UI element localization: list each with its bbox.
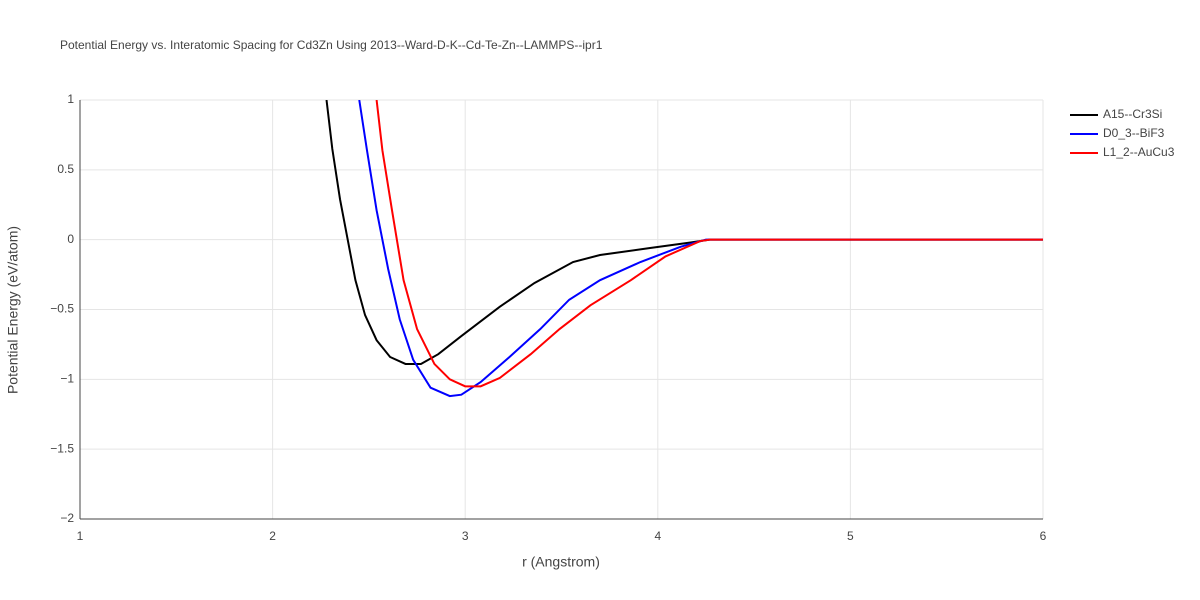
x-tick-label: 6 bbox=[1040, 529, 1047, 543]
x-tick-label: 5 bbox=[847, 529, 854, 543]
x-tick-label: 4 bbox=[654, 529, 661, 543]
series-line bbox=[325, 100, 1043, 365]
y-tick-label: 0.5 bbox=[57, 162, 74, 176]
legend-label: L1_2--AuCu3 bbox=[1103, 145, 1175, 159]
x-tick-label: 3 bbox=[462, 529, 469, 543]
y-tick-label: −1.5 bbox=[50, 441, 74, 455]
y-tick-label: 1 bbox=[67, 92, 74, 106]
chart-title: Potential Energy vs. Interatomic Spacing… bbox=[60, 38, 603, 52]
y-tick-label: −1 bbox=[60, 372, 74, 386]
series-line bbox=[375, 100, 1043, 388]
lines bbox=[325, 100, 1043, 398]
y-tick-label: −0.5 bbox=[50, 302, 74, 316]
series-line bbox=[358, 100, 1043, 398]
x-tick-label: 1 bbox=[77, 529, 84, 543]
x-tick-label: 2 bbox=[269, 529, 276, 543]
y-axis-label: Potential Energy (eV/atom) bbox=[5, 226, 21, 394]
legend: A15--Cr3Si D0_3--BiF3 L1_2--AuCu3 bbox=[1070, 107, 1175, 159]
legend-label: A15--Cr3Si bbox=[1103, 107, 1162, 121]
y-tick-label: 0 bbox=[67, 232, 74, 246]
x-axis-label: r (Angstrom) bbox=[522, 554, 600, 570]
grid bbox=[79, 99, 1044, 520]
y-tick-label: −2 bbox=[60, 511, 74, 525]
legend-label: D0_3--BiF3 bbox=[1103, 126, 1165, 140]
